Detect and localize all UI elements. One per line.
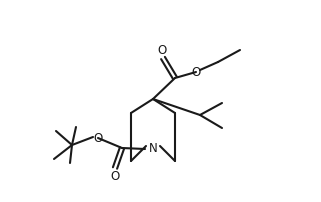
Text: O: O xyxy=(110,169,120,182)
Text: O: O xyxy=(157,43,167,57)
Text: O: O xyxy=(93,132,103,144)
Text: O: O xyxy=(191,65,201,79)
Text: N: N xyxy=(149,141,157,155)
